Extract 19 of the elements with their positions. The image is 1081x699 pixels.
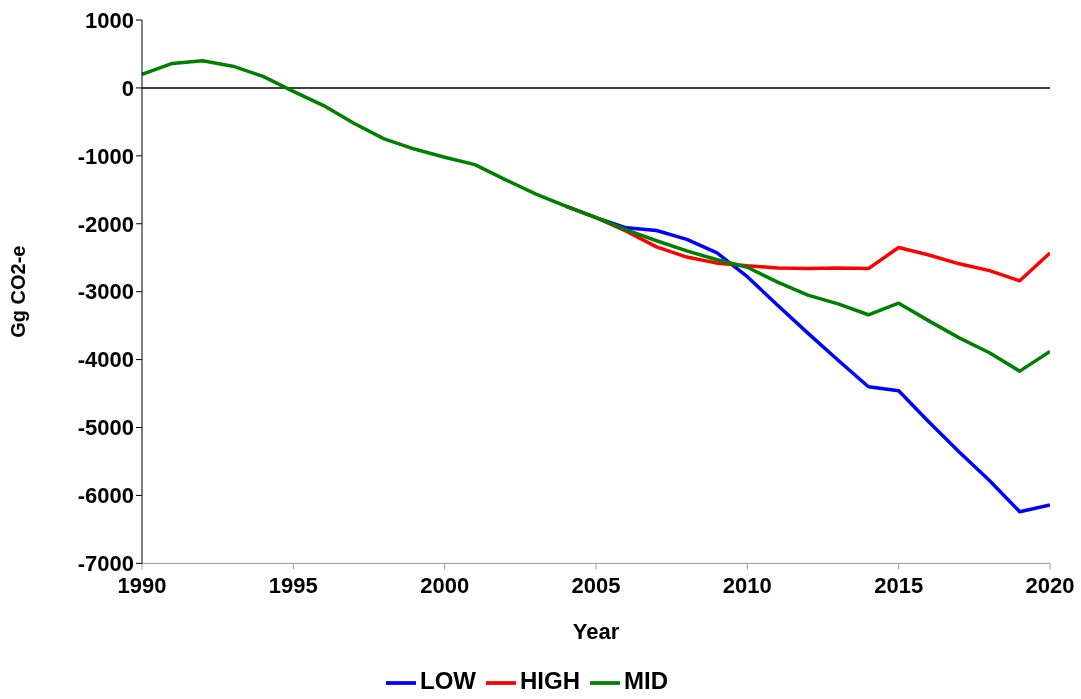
x-axis-title: Year <box>572 619 620 645</box>
y-tick-label: -5000 <box>77 415 134 441</box>
x-tick-label: 2010 <box>722 572 772 598</box>
y-tick-label: -1000 <box>77 143 134 169</box>
y-tick-label: 1000 <box>85 7 134 33</box>
y-tick-label: -3000 <box>77 279 134 305</box>
x-tick-label: 2000 <box>420 572 470 598</box>
x-tick-label: 1995 <box>268 572 318 598</box>
x-tick-label: 2005 <box>571 572 621 598</box>
legend-label: HIGH <box>519 667 580 695</box>
legend-label: LOW <box>420 667 476 695</box>
y-tick-label: 0 <box>121 75 134 101</box>
y-axis-title: Gg CO2-e <box>7 245 30 338</box>
x-tick-label: 2020 <box>1025 572 1075 598</box>
y-tick-label: -4000 <box>77 347 134 373</box>
y-tick-label: -6000 <box>77 483 134 509</box>
x-tick-label: 2015 <box>874 572 924 598</box>
y-tick-label: -2000 <box>77 211 134 237</box>
legend-label: MID <box>623 667 668 695</box>
